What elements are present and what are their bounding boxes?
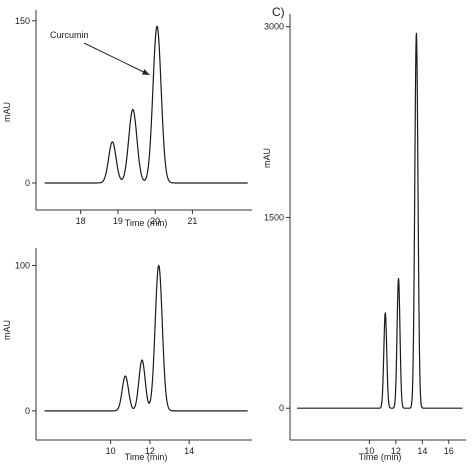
chromatogram-panel-2: 0 100 10 12 14 Time (min) mAU bbox=[2, 248, 252, 462]
x-tick-label: 19 bbox=[113, 216, 123, 226]
y-axis-label: mAU bbox=[262, 148, 272, 168]
x-axis-label: Time (min) bbox=[125, 452, 168, 462]
annotation-arrow-line bbox=[83, 42, 150, 76]
y-tick-label: 0 bbox=[25, 178, 30, 188]
y-tick-label: 150 bbox=[15, 16, 30, 26]
chromatogram-panel-1: 0 150 18 19 20 21 Time (min) mAU Curcumin bbox=[2, 10, 252, 228]
x-tick-label: 14 bbox=[184, 446, 194, 456]
y-axis-label: mAU bbox=[2, 102, 12, 122]
chromatogram-trace bbox=[296, 32, 463, 409]
x-tick-label: 10 bbox=[106, 446, 116, 456]
x-tick-label: 16 bbox=[444, 446, 454, 456]
y-axis-label: mAU bbox=[2, 320, 12, 340]
y-tick-label: 3000 bbox=[264, 22, 284, 32]
annotation-label: Curcumin bbox=[50, 30, 89, 40]
x-tick-label: 18 bbox=[76, 216, 86, 226]
panel-label: C) bbox=[272, 5, 285, 19]
y-tick-label: 100 bbox=[15, 260, 30, 270]
annotation-arrow-head bbox=[141, 69, 150, 75]
chromatogram-panel-3: 0 1500 3000 10 12 14 16 Time (min) mAU C) bbox=[262, 5, 466, 462]
x-tick-label: 10 bbox=[364, 446, 374, 456]
x-tick-label: 20 bbox=[150, 216, 160, 226]
x-tick-label: 21 bbox=[187, 216, 197, 226]
chromatogram-trace bbox=[44, 25, 248, 184]
y-tick-label: 0 bbox=[279, 403, 284, 413]
y-tick-label: 1500 bbox=[264, 212, 284, 222]
chromatogram-trace bbox=[44, 264, 248, 412]
x-tick-label: 14 bbox=[417, 446, 427, 456]
x-tick-label: 12 bbox=[145, 446, 155, 456]
x-axis-label: Time (min) bbox=[125, 218, 168, 228]
y-tick-label: 0 bbox=[25, 406, 30, 416]
x-tick-label: 12 bbox=[391, 446, 401, 456]
x-axis-label: Time (min) bbox=[359, 452, 402, 462]
